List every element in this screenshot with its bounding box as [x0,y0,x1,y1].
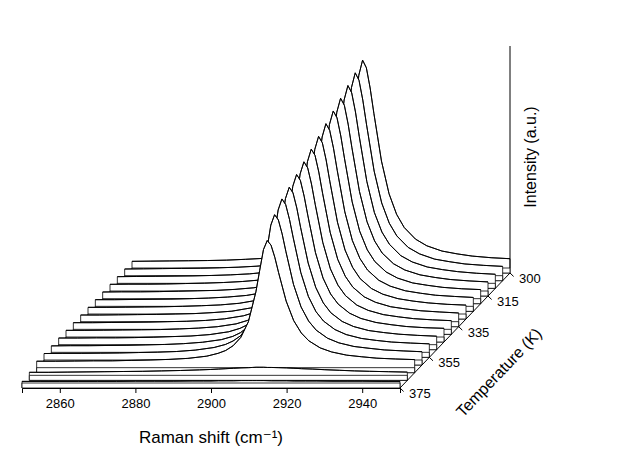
z-tick: 355 [429,355,460,370]
z-tick-label: 335 [468,325,490,340]
spectrum-ribbon [29,375,407,380]
spectrum-ribbon [22,383,400,388]
z-tick: 315 [488,294,519,309]
x-axis-title: Raman shift (cm⁻¹) [139,428,283,447]
z-axis-title: Temperature (K) [453,325,545,420]
spectrum-fill [51,199,429,357]
background [0,0,635,468]
spectrum-fill [22,381,400,388]
x-tick-label: 2860 [46,396,75,411]
x-axis: 2860 2880 2900 2920 2940 [23,388,401,411]
y-axis-title: Intensity (a.u.) [522,106,539,207]
x-tick: 2900 [197,388,226,411]
x-tick-label: 2940 [348,396,377,411]
z-tick-mark [400,388,404,391]
spectrum [29,367,407,380]
x-tick-label: 2920 [273,396,302,411]
z-tick-mark [459,327,463,330]
x-tick-mark [287,388,288,393]
spectrum-line [37,241,415,362]
spectrum-line [29,367,407,372]
z-tick-label: 315 [497,294,519,309]
spectrum-fill [37,241,415,373]
x-tick-mark [60,388,61,393]
plot-area [22,60,510,388]
spectrum-line [59,187,437,338]
x-axis-line [23,389,401,394]
z-tick: 335 [459,325,490,340]
spectrum-fill [29,367,407,380]
y-axis-line [510,46,511,268]
spectrum [37,241,415,373]
x-tick-mark [135,388,136,393]
spectrum-line [44,215,422,354]
x-tick: 2940 [348,388,377,411]
z-tick-mark [429,357,433,360]
chart-svg: 2860 2880 2900 2920 2940 Raman shift (cm⁻¹) 30… [0,0,635,468]
z-axis: 300315 335 355 375 [400,271,541,401]
x-tick-label: 2900 [197,396,226,411]
spectrum-fill [44,215,422,365]
x-tick-mark [362,388,363,393]
x-tick: 2880 [121,388,150,411]
chart-container: 2860 2880 2900 2920 2940 Raman shift (cm⁻¹) 30… [0,0,635,468]
spectrum [22,381,400,388]
x-tick-label: 2880 [121,396,150,411]
z-tick-label: 300 [519,271,541,286]
z-tick-mark [488,296,492,299]
z-tick: 300 [510,271,541,286]
spectrum-line [22,380,400,382]
spectrum [51,199,429,357]
x-tick: 2920 [273,388,302,411]
z-tick-label: 355 [438,355,460,370]
x-tick-mark [211,388,212,393]
z-tick-label: 375 [409,386,431,401]
spectrum-line [51,199,429,346]
x-tick: 2860 [46,388,75,411]
spectrum [44,215,422,365]
z-tick-mark [510,273,514,276]
z-tick: 375 [400,386,431,401]
